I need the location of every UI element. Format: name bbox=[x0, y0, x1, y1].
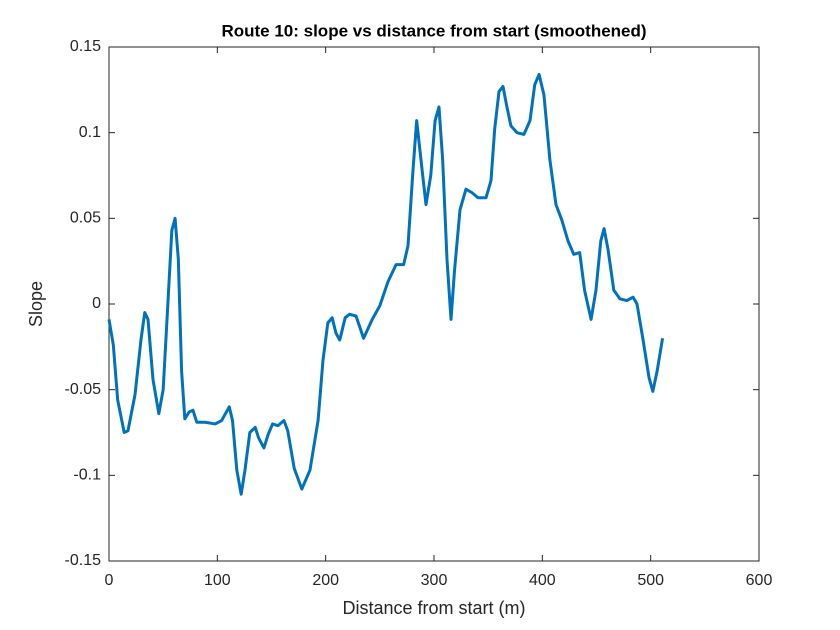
x-tick-label: 200 bbox=[312, 572, 339, 589]
y-axis-label: Slope bbox=[26, 281, 46, 327]
x-axis-label: Distance from start (m) bbox=[342, 598, 525, 618]
y-tick-label: 0.15 bbox=[70, 38, 101, 55]
x-tick-label: 100 bbox=[204, 572, 231, 589]
y-tick-label: 0.1 bbox=[79, 124, 101, 141]
data-line bbox=[107, 72, 665, 496]
y-tick-label: -0.15 bbox=[65, 552, 102, 569]
y-tick-label: 0 bbox=[92, 295, 101, 312]
x-tick-label: 300 bbox=[421, 572, 448, 589]
x-tick-label: 400 bbox=[529, 572, 556, 589]
y-tick-label: -0.1 bbox=[73, 467, 101, 484]
y-tick-label: 0.05 bbox=[70, 210, 101, 227]
chart-title: Route 10: slope vs distance from start (… bbox=[221, 21, 646, 40]
x-tick-label: 500 bbox=[637, 572, 664, 589]
y-tick-label: -0.05 bbox=[65, 381, 102, 398]
x-tick-label: 600 bbox=[746, 572, 773, 589]
x-tick-label: 0 bbox=[105, 572, 114, 589]
